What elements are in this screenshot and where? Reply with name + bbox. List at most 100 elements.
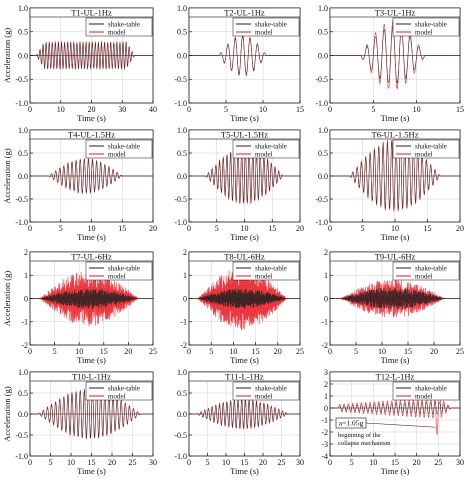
x-axis-label: Time (s) [77,232,106,242]
y-tick-label: 0.0 [177,410,187,419]
series-group [189,34,300,77]
x-tick-label: 10 [391,224,399,233]
y-tick-label: -1.0 [174,452,187,461]
panel-title: T12-L-1Hz [376,372,415,382]
panel-8: 0 5 10 15 20 25 -2 -1 0 1 2 T8-UL-6Hz Time (s) shake-… [180,248,304,365]
x-tick-label: 20 [456,224,464,233]
legend-label: shake-table [415,21,447,29]
y-tick-label: 1.0 [177,126,187,135]
series-group [30,271,153,327]
y-tick-label: 0.5 [18,149,28,158]
y-axis-label: Acceleration (g) [2,28,12,84]
legend-label: model [108,273,126,281]
series-group [30,388,153,440]
x-tick-label: 0 [328,224,332,233]
x-tick-label: 20 [296,224,304,233]
x-tick-label: 10 [413,105,421,114]
y-tick-label: -1.0 [15,452,28,461]
y-tick-label: 0.5 [18,389,28,398]
y-tick-label: 0.5 [318,149,328,158]
x-tick-label: 20 [274,347,282,356]
x-tick-label: 30 [149,458,157,467]
y-tick-label: -0.5 [15,75,28,84]
series-group [330,278,460,318]
x-tick-label: 5 [206,458,210,467]
y-tick-label: 0.5 [177,28,187,37]
series-group [30,157,153,195]
panel-4: 0 5 10 15 20 -1.0 -0.5 0.0 0.5 1.0 T4-UL-1.5Hz Time… [2,126,157,242]
y-tick-label: 0.5 [18,28,28,37]
y-tick-label: 0.5 [177,149,187,158]
legend-label: model [415,151,433,159]
y-tick-label: 1.0 [18,368,28,377]
panel-12: 0 5 10 15 20 25 30 -4 -3 -2 -1 0 1 2 3 T12-L-1Hz Time (s… [321,368,464,476]
series-group [330,384,460,436]
annotation-note-2: collapse mechanism [338,440,391,447]
series-group [330,139,460,212]
y-tick-label: 1 [324,271,328,280]
x-tick-label: 0 [187,347,191,356]
x-tick-label: 15 [296,105,304,114]
y-tick-label: 0 [324,404,328,413]
series-line-shake-table [330,401,460,415]
x-tick-label: 10 [369,458,377,467]
y-axis-label: Acceleration (g) [2,386,12,442]
x-tick-label: 0 [187,224,191,233]
y-tick-label: 2 [324,248,328,257]
series-group [189,268,300,331]
panel-title: T4-UL-1.5Hz [68,130,115,140]
x-tick-label: 0 [28,224,32,233]
title-bar [188,7,301,18]
legend-label: model [415,273,433,281]
series-group [30,40,153,70]
x-tick-label: 0 [28,347,32,356]
x-tick-label: 0 [328,347,332,356]
y-tick-label: 1 [24,271,28,280]
y-tick-label: 0.0 [318,51,328,60]
y-tick-label: 2 [24,248,28,257]
x-tick-label: 20 [108,458,116,467]
legend-label: model [255,393,273,401]
series-line-shake-table [189,288,300,309]
y-tick-label: 0.5 [177,389,187,398]
y-tick-label: -0.5 [315,195,328,204]
x-tick-label: 30 [296,458,304,467]
panel-2: 0 5 10 15 -1.0 -0.5 0.0 0.5 1.0 T2-UL-1Hz Time (s)… [174,4,304,123]
panel-5: 0 5 10 15 20 -1.0 -0.5 0.0 0.5 1.0 T5-UL-1.5Hz Time… [174,126,304,242]
panel-7: 0 5 10 15 20 25 -2 -1 0 1 2 T7-UL-6Hz Time (s) Accele… [2,248,157,365]
series-group [189,398,300,430]
title-bar [188,371,301,382]
y-tick-label: -1 [321,318,328,327]
y-tick-label: 2 [324,380,328,389]
x-tick-label: 15 [100,347,108,356]
panel-title: T3-UL-1Hz [375,8,416,18]
x-tick-label: 25 [296,347,304,356]
series-line-shake-table [30,288,153,309]
annotation-accel: a=1.05g [339,419,364,428]
legend-label: model [255,273,273,281]
y-tick-label: 1.0 [18,126,28,135]
y-tick-label: 0 [183,294,187,303]
x-tick-label: 20 [124,347,132,356]
panel-11: 0 5 10 15 20 25 30 -1.0 -0.5 0.0 0.5 1.0 T11-L-1Hz Ti… [174,368,304,476]
panel-title: T9-UL-6Hz [375,252,416,262]
series-line-shake-table [330,26,460,85]
y-tick-label: -2 [180,341,187,350]
title-bar [29,129,154,140]
x-tick-label: 25 [434,458,442,467]
x-tick-label: 5 [224,105,228,114]
legend-label: model [108,151,126,159]
title-bar [29,371,154,382]
x-tick-label: 0 [328,458,332,467]
y-tick-label: -2 [321,428,328,437]
annotation-note-1: beginning of the [338,432,381,439]
y-tick-label: -2 [321,341,328,350]
series-line-shake-table [30,389,153,439]
x-tick-label: 10 [75,347,83,356]
x-tick-label: 15 [118,224,126,233]
y-tick-label: -0.5 [315,75,328,84]
y-tick-label: -1 [180,318,187,327]
legend-label: model [255,151,273,159]
legend-label: shake-table [108,265,140,273]
series-line-shake-table [189,399,300,429]
